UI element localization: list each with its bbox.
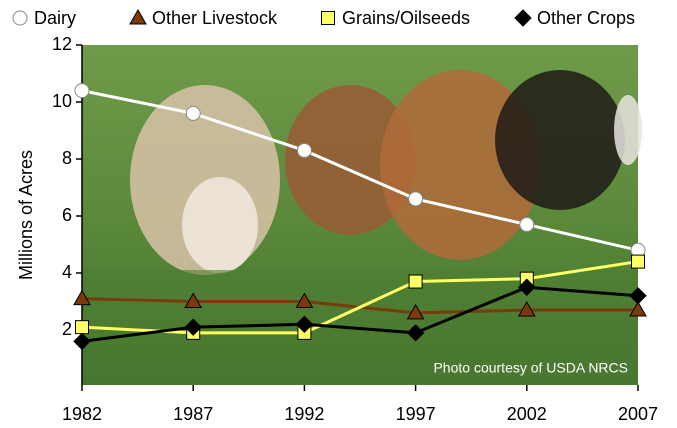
data-point bbox=[75, 320, 89, 335]
photo-background bbox=[82, 45, 642, 385]
legend-label: Grains/Oilseeds bbox=[342, 8, 470, 28]
legend-marker bbox=[12, 10, 28, 26]
legend-marker bbox=[514, 9, 532, 27]
data-point bbox=[295, 315, 314, 334]
x-tick-label: 2002 bbox=[507, 404, 547, 424]
series-line bbox=[81, 89, 639, 252]
x-tick-label: 1997 bbox=[396, 404, 436, 424]
data-point bbox=[408, 191, 424, 207]
data-point bbox=[296, 142, 312, 158]
x-tick-label: 2007 bbox=[618, 404, 658, 424]
photo-credit: Photo courtesy of USDA NRCS bbox=[433, 360, 628, 376]
series-line bbox=[81, 285, 639, 343]
legend-marker bbox=[129, 8, 147, 25]
data-point bbox=[406, 303, 425, 320]
data-point bbox=[408, 274, 423, 289]
data-point bbox=[629, 287, 647, 305]
data-point bbox=[185, 105, 201, 121]
y-tick-label: 6 bbox=[62, 205, 72, 225]
y-tick-label: 4 bbox=[62, 262, 72, 282]
x-tick-label: 1992 bbox=[284, 404, 324, 424]
data-point bbox=[406, 324, 425, 342]
data-point bbox=[73, 289, 91, 306]
legend-label: Other Crops bbox=[537, 8, 635, 28]
y-tick-label: 2 bbox=[62, 319, 72, 339]
data-point bbox=[295, 292, 314, 308]
data-point bbox=[73, 332, 91, 351]
y-tick-label: 10 bbox=[52, 91, 72, 111]
data-point bbox=[519, 217, 535, 233]
y-tick-label: 8 bbox=[62, 148, 72, 168]
legend-marker bbox=[321, 11, 335, 25]
legend-label: Dairy bbox=[34, 8, 76, 28]
series-line bbox=[81, 260, 639, 335]
data-point bbox=[631, 254, 645, 269]
legend-label: Other Livestock bbox=[152, 8, 278, 28]
x-tick-label: 1987 bbox=[173, 404, 213, 424]
data-point bbox=[517, 301, 536, 317]
data-point bbox=[74, 83, 90, 99]
y-tick-label: 12 bbox=[52, 34, 72, 54]
data-point bbox=[629, 301, 647, 317]
y-axis-label: Millions of Acres bbox=[16, 150, 36, 280]
data-point bbox=[184, 318, 202, 336]
x-tick-label: 1982 bbox=[62, 404, 102, 424]
data-point bbox=[184, 292, 203, 308]
data-point bbox=[518, 278, 536, 296]
